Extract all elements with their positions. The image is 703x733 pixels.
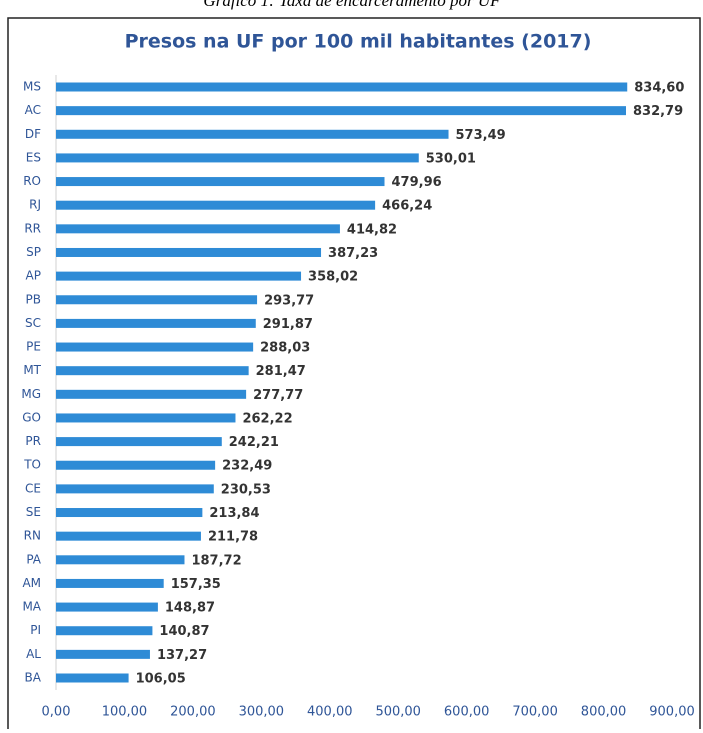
y-tick-label: MG	[21, 387, 41, 401]
value-label: 277,77	[253, 388, 303, 403]
bar	[56, 413, 236, 423]
y-tick-label: PR	[25, 434, 41, 448]
y-tick-label: AM	[22, 576, 41, 590]
value-label: 358,02	[308, 270, 358, 285]
bar	[56, 578, 164, 588]
value-label: 573,49	[456, 128, 506, 143]
y-tick-label: ES	[26, 150, 41, 164]
bar	[56, 318, 256, 328]
x-tick-label: 800,00	[581, 705, 627, 720]
y-tick-label: DF	[25, 127, 41, 141]
bar	[56, 673, 129, 683]
x-tick-label: 200,00	[170, 705, 216, 720]
bar	[56, 484, 214, 494]
value-label: 232,49	[222, 459, 272, 474]
value-label: 140,87	[159, 624, 209, 639]
x-tick-label: 500,00	[375, 705, 421, 720]
bar	[56, 177, 385, 187]
y-tick-label: AC	[25, 103, 41, 117]
x-tick-label: 900,00	[649, 705, 695, 720]
frame	[7, 17, 701, 733]
bar	[56, 153, 419, 163]
bar	[56, 555, 185, 565]
value-label: 293,77	[264, 293, 314, 308]
x-tick-label: 300,00	[239, 705, 285, 720]
value-label: 211,78	[208, 530, 258, 545]
y-tick-label: RO	[23, 174, 41, 188]
x-tick-label: 600,00	[444, 705, 490, 720]
value-label: 187,72	[191, 553, 241, 568]
y-tick-label: RJ	[29, 198, 41, 212]
value-label: 281,47	[256, 364, 306, 379]
x-tick-label: 0,00	[42, 705, 71, 720]
value-label: 242,21	[229, 435, 279, 450]
value-label: 387,23	[328, 246, 378, 261]
value-label: 288,03	[260, 341, 310, 356]
y-tick-label: AL	[26, 647, 41, 661]
bar	[56, 508, 203, 518]
value-label: 213,84	[209, 506, 259, 521]
bar	[56, 437, 222, 447]
bar	[56, 82, 628, 92]
caption: Gráfico 1: Taxa de encarceramento por UF	[203, 0, 501, 10]
y-tick-label: MA	[22, 600, 41, 614]
y-tick-label: RN	[24, 529, 41, 543]
y-tick-label: SE	[26, 505, 41, 519]
value-label: 466,24	[382, 199, 432, 214]
y-tick-label: AP	[26, 269, 41, 283]
chart-title: Presos na UF por 100 mil habitantes (201…	[125, 31, 592, 53]
bar	[56, 366, 249, 376]
y-tick-label: CE	[25, 481, 41, 495]
value-label: 832,79	[633, 104, 683, 119]
value-label: 230,53	[221, 482, 271, 497]
bar	[56, 460, 216, 470]
value-label: 414,82	[347, 222, 397, 237]
bar	[56, 106, 626, 116]
value-label: 148,87	[165, 601, 215, 616]
y-tick-label: RR	[24, 221, 41, 235]
bar	[56, 129, 449, 139]
y-tick-label: PB	[26, 292, 41, 306]
y-tick-label: SP	[26, 245, 41, 259]
value-label: 479,96	[392, 175, 442, 190]
bar	[56, 271, 302, 281]
y-tick-label: SC	[25, 316, 41, 330]
y-tick-label: GO	[22, 410, 41, 424]
value-label: 262,22	[242, 411, 292, 426]
x-tick-label: 100,00	[102, 705, 148, 720]
bar	[56, 200, 376, 210]
bar	[56, 224, 340, 234]
y-tick-label: TO	[23, 458, 41, 472]
bar	[56, 626, 153, 636]
x-tick-label: 400,00	[307, 705, 353, 720]
bar	[56, 342, 254, 352]
bar	[56, 649, 150, 659]
y-tick-label: MS	[23, 80, 41, 94]
y-tick-label: PA	[26, 552, 41, 566]
bar	[56, 295, 258, 305]
y-tick-label: BA	[25, 671, 42, 685]
y-tick-label: PE	[26, 340, 41, 354]
value-label: 157,35	[171, 577, 221, 592]
bar	[56, 247, 322, 257]
value-label: 530,01	[426, 151, 476, 166]
value-label: 291,87	[263, 317, 313, 332]
y-tick-label: PI	[30, 623, 41, 637]
value-label: 137,27	[157, 648, 207, 663]
y-tick-label: MT	[23, 363, 41, 377]
bar	[56, 389, 247, 399]
value-label: 834,60	[634, 81, 684, 96]
bar	[56, 531, 201, 541]
value-label: 106,05	[136, 672, 186, 687]
x-tick-label: 700,00	[512, 705, 558, 720]
bar	[56, 602, 158, 612]
